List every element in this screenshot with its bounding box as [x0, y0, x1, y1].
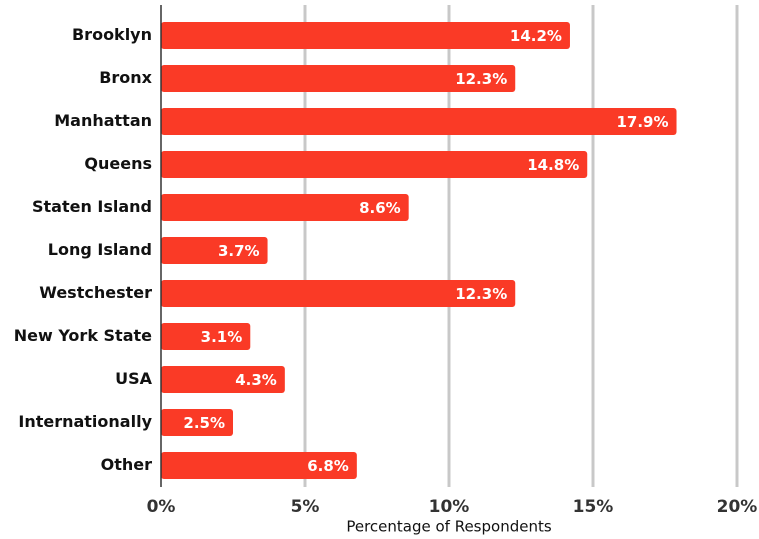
y-tick-label: Staten Island	[32, 197, 152, 216]
y-tick-label: Queens	[84, 154, 152, 173]
y-tick-label: Long Island	[48, 240, 152, 259]
bar	[161, 366, 285, 393]
value-label: 6.8%	[307, 457, 349, 475]
x-tick-label: 0%	[147, 497, 176, 517]
x-tick-label: 15%	[573, 497, 614, 517]
y-tick-label: Internationally	[18, 412, 152, 431]
x-axis-label: Percentage of Respondents	[346, 518, 552, 536]
bar	[161, 323, 251, 350]
y-tick-label: Bronx	[99, 68, 152, 87]
value-label: 12.3%	[455, 285, 507, 303]
x-tick-label: 5%	[291, 497, 320, 517]
value-label: 4.3%	[235, 371, 277, 389]
bar	[161, 22, 570, 49]
bar	[161, 108, 677, 135]
y-tick-label: Other	[101, 455, 152, 474]
x-tick-label: 10%	[429, 497, 470, 517]
y-tick-label: Brooklyn	[72, 25, 152, 44]
value-label: 3.7%	[218, 242, 260, 260]
value-label: 2.5%	[183, 414, 225, 432]
y-tick-label: Manhattan	[54, 111, 152, 130]
value-label: 8.6%	[359, 199, 401, 217]
value-label: 17.9%	[616, 113, 668, 131]
value-label: 14.8%	[527, 156, 579, 174]
bar	[161, 65, 516, 92]
y-tick-label: Westchester	[39, 283, 152, 302]
bar	[161, 409, 233, 436]
value-label: 14.2%	[510, 27, 562, 45]
bar	[161, 280, 516, 307]
y-tick-label: New York State	[14, 326, 152, 345]
value-label: 12.3%	[455, 70, 507, 88]
y-tick-label: USA	[115, 369, 153, 388]
bar	[161, 151, 588, 178]
x-tick-label: 20%	[717, 497, 758, 517]
bar	[161, 237, 268, 264]
bar	[161, 194, 409, 221]
bar	[161, 452, 357, 479]
value-label: 3.1%	[201, 328, 243, 346]
